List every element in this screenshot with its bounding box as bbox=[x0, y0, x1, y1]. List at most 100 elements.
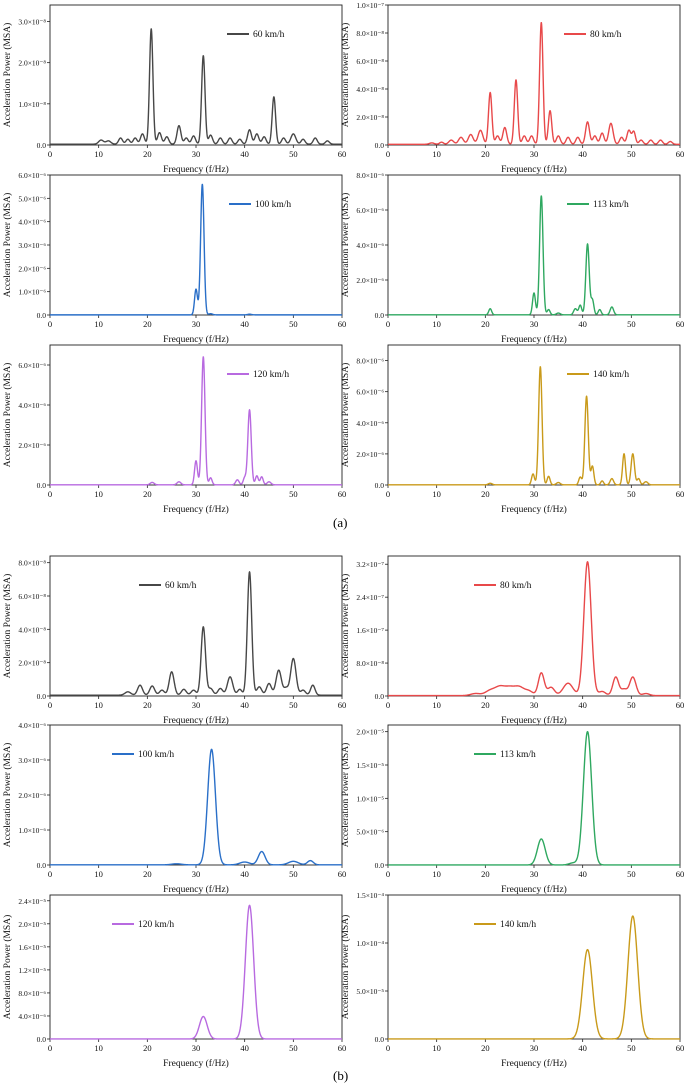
series-line bbox=[49, 28, 343, 145]
plot-frame bbox=[387, 894, 681, 1040]
y-tick-label: 2.0×10⁻⁶ bbox=[18, 791, 46, 800]
x-tick-label: 10 bbox=[94, 489, 103, 499]
series-line bbox=[387, 195, 681, 316]
y-tick-label: 0.0 bbox=[375, 1035, 385, 1044]
chart-panel-2: 0 10 20 30 40 50 60 0.0 2.0×10⁻⁸ 4.0×10⁻⁸ 6.0×10⁻⁸… bbox=[340, 1, 684, 175]
x-tick-label: 20 bbox=[481, 489, 490, 499]
x-tick-label: 0 bbox=[386, 319, 390, 329]
x-tick-label: 30 bbox=[530, 1043, 539, 1053]
x-tick-label: 50 bbox=[289, 319, 298, 329]
y-tick-label: 1.6×10⁻⁷ bbox=[356, 626, 384, 635]
x-tick-label: 50 bbox=[627, 1043, 636, 1053]
y-tick-label: 6.0×10⁻⁸ bbox=[356, 57, 384, 66]
x-tick-label: 60 bbox=[338, 149, 347, 159]
y-tick-label: 0.0 bbox=[37, 481, 47, 490]
x-tick-label: 30 bbox=[192, 1043, 201, 1053]
panel-label-a: (a) bbox=[333, 515, 348, 530]
plot-frame bbox=[387, 4, 681, 146]
chart-panel-6: 0 10 20 30 40 50 60 0.0 2.0×10⁻⁶ 4.0×10⁻⁶ 6.0×10⁻⁶… bbox=[340, 344, 684, 515]
panel-label-b: (b) bbox=[333, 1068, 349, 1083]
x-tick-label: 0 bbox=[386, 700, 390, 710]
x-tick-label: 50 bbox=[289, 489, 298, 499]
chart-panel-11: 0 10 20 30 40 50 60 0.0 4.0×10⁻⁶ 8.0×10⁻⁶ 1.2×10⁻⁵… bbox=[2, 894, 347, 1069]
y-tick-label: 4.0×10⁻⁶ bbox=[18, 401, 46, 410]
x-tick-label: 50 bbox=[289, 869, 298, 879]
y-axis-label: Acceleration Power (MSA) bbox=[2, 363, 13, 467]
x-axis-label: Frequency (f/Hz) bbox=[501, 334, 567, 345]
y-axis-label: Acceleration Power (MSA) bbox=[2, 23, 13, 127]
x-tick-label: 30 bbox=[192, 149, 201, 159]
x-tick-label: 10 bbox=[94, 1043, 103, 1053]
x-tick-label: 40 bbox=[578, 869, 587, 879]
x-tick-label: 40 bbox=[240, 489, 249, 499]
x-tick-label: 0 bbox=[386, 869, 390, 879]
y-tick-label: 2.0×10⁻⁸ bbox=[356, 113, 384, 122]
y-tick-label: 3.2×10⁻⁷ bbox=[356, 560, 384, 569]
y-axis-label: Acceleration Power (MSA) bbox=[340, 363, 351, 467]
x-tick-label: 50 bbox=[627, 149, 636, 159]
x-tick-label: 20 bbox=[481, 149, 490, 159]
y-tick-label: 8.0×10⁻⁶ bbox=[356, 357, 384, 366]
chart-panel-1: 0 10 20 30 40 50 60 0.0 1.0×10⁻⁸ 2.0×10⁻⁸ 3.0×10⁻⁸… bbox=[2, 4, 347, 175]
x-tick-label: 50 bbox=[289, 1043, 298, 1053]
y-tick-label: 6.0×10⁻⁶ bbox=[356, 388, 384, 397]
x-tick-label: 50 bbox=[289, 700, 298, 710]
x-axis-label: Frequency (f/Hz) bbox=[163, 1058, 229, 1069]
chart-panel-4: 0 10 20 30 40 50 60 0.0 2.0×10⁻⁶ 4.0×10⁻⁶ 6.0×10⁻⁶… bbox=[340, 171, 684, 345]
plot-frame bbox=[387, 724, 681, 866]
x-axis-label: Frequency (f/Hz) bbox=[501, 884, 567, 895]
y-tick-label: 2.0×10⁻⁶ bbox=[356, 276, 384, 285]
y-tick-label: 4.0×10⁻⁶ bbox=[18, 218, 46, 227]
y-tick-label: 0.0 bbox=[375, 141, 385, 150]
x-axis-label: Frequency (f/Hz) bbox=[163, 715, 229, 726]
legend-label: 140 km/h bbox=[500, 920, 536, 930]
series-line bbox=[387, 915, 681, 1040]
y-tick-label: 0.0 bbox=[37, 1035, 47, 1044]
x-tick-label: 10 bbox=[432, 700, 441, 710]
y-tick-label: 0.0 bbox=[375, 481, 385, 490]
y-tick-label: 4.0×10⁻⁶ bbox=[18, 1012, 46, 1021]
x-tick-label: 40 bbox=[578, 149, 587, 159]
y-tick-label: 5.0×10⁻⁶ bbox=[18, 194, 46, 203]
plot-frame bbox=[387, 555, 681, 697]
series-line bbox=[49, 748, 343, 866]
y-tick-label: 3.0×10⁻⁶ bbox=[18, 756, 46, 765]
y-tick-label: 2.0×10⁻⁵ bbox=[356, 728, 384, 737]
y-tick-label: 8.0×10⁻⁸ bbox=[356, 659, 384, 668]
y-tick-label: 0.0 bbox=[375, 311, 385, 320]
x-tick-label: 20 bbox=[143, 319, 152, 329]
x-tick-label: 60 bbox=[338, 319, 347, 329]
y-tick-label: 0.0 bbox=[37, 692, 47, 701]
x-tick-label: 20 bbox=[481, 1043, 490, 1053]
plot-frame bbox=[387, 344, 681, 486]
legend-label: 140 km/h bbox=[593, 370, 629, 380]
x-tick-label: 30 bbox=[192, 700, 201, 710]
series-line bbox=[49, 571, 343, 696]
x-tick-label: 10 bbox=[432, 149, 441, 159]
x-tick-label: 10 bbox=[432, 869, 441, 879]
y-tick-label: 1.5×10⁻⁴ bbox=[356, 891, 384, 900]
x-axis-label: Frequency (f/Hz) bbox=[501, 164, 567, 175]
x-tick-label: 0 bbox=[48, 869, 52, 879]
chart-panel-8: 0 10 20 30 40 50 60 0.0 8.0×10⁻⁸ 1.6×10⁻⁷ 2.4×10⁻⁷… bbox=[340, 555, 684, 726]
x-tick-label: 30 bbox=[530, 149, 539, 159]
x-tick-label: 40 bbox=[240, 319, 249, 329]
y-tick-label: 4.0×10⁻⁶ bbox=[356, 241, 384, 250]
x-axis-label: Frequency (f/Hz) bbox=[163, 884, 229, 895]
x-tick-label: 60 bbox=[338, 1043, 347, 1053]
y-tick-label: 6.0×10⁻⁶ bbox=[18, 171, 46, 180]
x-tick-label: 40 bbox=[240, 149, 249, 159]
x-axis-label: Frequency (f/Hz) bbox=[163, 164, 229, 175]
y-tick-label: 4.0×10⁻⁶ bbox=[18, 721, 46, 730]
x-tick-label: 20 bbox=[143, 489, 152, 499]
y-tick-label: 4.0×10⁻⁸ bbox=[18, 625, 46, 634]
x-axis-label: Frequency (f/Hz) bbox=[501, 1058, 567, 1069]
x-tick-label: 30 bbox=[530, 489, 539, 499]
x-tick-label: 20 bbox=[143, 869, 152, 879]
x-tick-label: 40 bbox=[240, 700, 249, 710]
legend-label: 113 km/h bbox=[500, 750, 536, 760]
x-tick-label: 30 bbox=[530, 700, 539, 710]
y-tick-label: 0.0 bbox=[375, 861, 385, 870]
legend-label: 100 km/h bbox=[255, 200, 291, 210]
legend-label: 120 km/h bbox=[253, 370, 289, 380]
